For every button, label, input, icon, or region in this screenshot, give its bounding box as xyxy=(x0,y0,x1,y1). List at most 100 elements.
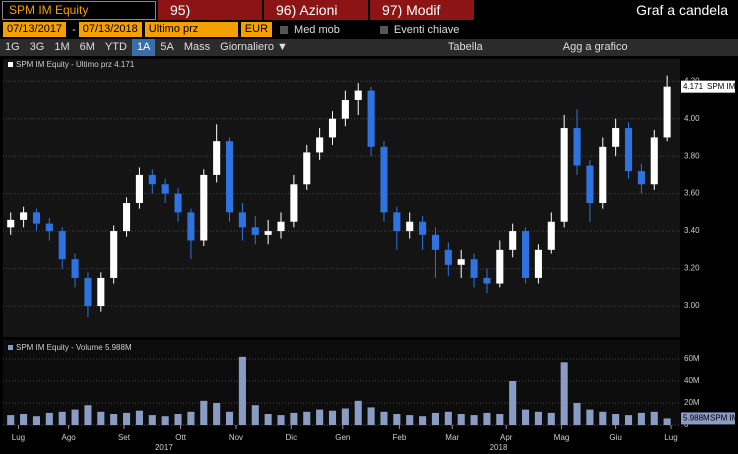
volume-bar xyxy=(251,405,259,425)
y-tick-label: 3.20 xyxy=(684,264,700,273)
volume-bar xyxy=(341,408,349,425)
period[interactable]: 5A xyxy=(160,41,174,53)
candle-body xyxy=(58,231,66,260)
volume-bar xyxy=(354,400,362,425)
volume-bar xyxy=(637,412,645,425)
currency[interactable]: EUR xyxy=(240,22,273,37)
candle-body xyxy=(174,193,182,213)
field[interactable]: Ultimo prz xyxy=(144,22,238,37)
volume-bar xyxy=(174,414,182,425)
y-tick-label: 3.60 xyxy=(684,189,700,198)
frequency[interactable]: Giornaliero ▼ xyxy=(220,41,288,53)
volume-bar xyxy=(612,414,620,425)
candle-body xyxy=(303,152,311,185)
period[interactable]: 1G xyxy=(5,41,20,53)
candle-body xyxy=(45,223,53,232)
volume-bar xyxy=(599,411,607,425)
candle-body xyxy=(328,118,337,138)
candle-body xyxy=(393,212,401,232)
dash: - xyxy=(72,23,76,36)
candle-body xyxy=(586,165,594,203)
volume-bar xyxy=(573,403,581,425)
volume-bar xyxy=(328,410,337,425)
volume-bar xyxy=(20,414,28,425)
volume-tag xyxy=(681,412,735,425)
x-tick-label: Feb xyxy=(393,433,407,442)
candle-body xyxy=(32,212,41,224)
volume-bar xyxy=(97,411,105,425)
legend-value: 5.988M xyxy=(105,343,132,352)
candle-body xyxy=(277,221,285,232)
period-bar: 1G 3G 1M 6M YTD 1A 5A Mass Giornaliero ▼… xyxy=(0,39,738,56)
candle-body xyxy=(251,227,259,235)
x-tick-label: Lug xyxy=(664,433,677,442)
ticker[interactable]: SPM IM Equity xyxy=(2,0,156,20)
volume-bar xyxy=(225,411,234,425)
x-tick-label: Lug xyxy=(12,433,25,442)
add[interactable]: Agg a grafico xyxy=(562,41,628,53)
legend-name: SPM IM Equity - Volume xyxy=(16,343,103,352)
candle-body xyxy=(419,221,427,235)
candle-body xyxy=(316,137,324,153)
x-tick-label: Apr xyxy=(500,433,513,442)
candle-body xyxy=(573,128,581,166)
volume-bar xyxy=(277,415,285,425)
volume-bar xyxy=(560,362,568,425)
table[interactable]: Tabella xyxy=(447,41,483,53)
period[interactable]: 6M xyxy=(79,41,95,53)
candle-body xyxy=(264,231,272,235)
view-title: Graf a candela xyxy=(636,2,728,18)
candle-body xyxy=(110,231,118,278)
y-tick-label: 3.40 xyxy=(684,226,700,235)
period[interactable]: YTD xyxy=(104,41,127,53)
y-tick-label: 3.00 xyxy=(684,301,700,310)
period[interactable]: 3G xyxy=(29,41,45,53)
tab[interactable]: 95) Confronto xyxy=(158,0,262,38)
volume-bar xyxy=(45,412,53,425)
candle-body xyxy=(431,234,439,250)
start-date[interactable]: 07/13/2017 xyxy=(3,22,67,37)
volume-bar xyxy=(123,412,131,425)
candle-body xyxy=(148,174,156,185)
tab[interactable]: 97) Modif xyxy=(370,0,474,20)
y-tick-label: 20M xyxy=(684,398,700,407)
volume-bar xyxy=(663,418,671,425)
volume-bar xyxy=(32,416,41,425)
volume-bar xyxy=(406,415,414,425)
candle-body xyxy=(457,259,465,265)
settings-bar: 07/13/2017 - 07/13/2018 Ultimo prz EUR M… xyxy=(0,21,738,38)
volume-bar xyxy=(586,409,594,425)
candle-body xyxy=(560,128,568,222)
candle-body xyxy=(612,128,620,147)
candle-body xyxy=(354,90,362,100)
end-date[interactable]: 07/13/2018 xyxy=(78,22,142,37)
legend-swatch xyxy=(8,345,13,350)
year-label: 2018 xyxy=(490,443,508,452)
period[interactable]: 1M xyxy=(54,41,70,53)
candle-body xyxy=(534,249,542,278)
candle-body xyxy=(380,146,388,213)
volume-bar xyxy=(84,405,92,425)
candle-body xyxy=(84,277,92,307)
volume-bar xyxy=(7,415,15,425)
volume-bar xyxy=(290,412,298,425)
volume-bar xyxy=(457,414,465,425)
period[interactable]: 1A xyxy=(131,39,156,56)
y-tick-label: 4.00 xyxy=(684,114,700,123)
candle-body xyxy=(483,277,491,284)
checkbox[interactable] xyxy=(379,25,388,34)
checkbox[interactable] xyxy=(280,25,289,34)
x-tick-label: Mar xyxy=(445,433,459,442)
volume-bar xyxy=(431,412,439,425)
x-tick-label: Giu xyxy=(609,433,621,442)
volume-bar xyxy=(148,415,156,425)
candle-body xyxy=(444,249,452,265)
candle-body xyxy=(509,231,517,250)
period[interactable]: Mass xyxy=(183,41,211,53)
tab[interactable]: 96) Azioni xyxy=(264,0,368,20)
candle-body xyxy=(123,203,131,232)
candle-body xyxy=(238,212,246,228)
volume-bar xyxy=(238,356,246,425)
candle-body xyxy=(650,137,658,185)
